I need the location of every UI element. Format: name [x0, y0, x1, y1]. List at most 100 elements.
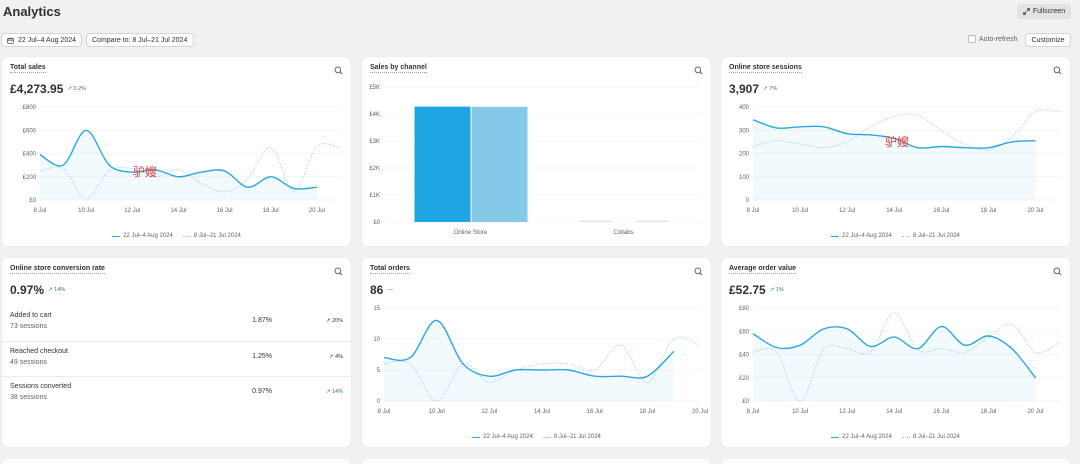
y-tick-label: 10: [373, 337, 380, 343]
auto-refresh-label: Auto-refresh: [979, 35, 1018, 43]
explore-icon[interactable]: [694, 66, 703, 75]
series-area: [40, 130, 317, 200]
funnel-label: Sessions converted: [10, 383, 72, 390]
solid-line-icon: [472, 436, 481, 438]
date-range-button[interactable]: 22 Jul–4 Aug 2024: [1, 33, 82, 47]
card-title[interactable]: Online store sessions: [729, 64, 802, 73]
metric-change-value: 14%: [54, 287, 66, 293]
legend-label: 8 Jul–21 Jul 2024: [912, 233, 960, 239]
total-orders-chart: 0 5 10 15 8 Jul 10 Jul 12 Jul 14 Jul 16 Jul 18 Ju…: [373, 306, 708, 415]
x-tick-label: 8 Jul: [34, 208, 47, 214]
dotted-line-icon: [901, 436, 910, 438]
explore-icon[interactable]: [334, 267, 343, 276]
fullscreen-button[interactable]: Fullscreen: [1017, 4, 1071, 19]
y-tick-label: 200: [739, 152, 750, 158]
total-sales-card[interactable]: Total sales £4,273.95 ↗ 0.2% £0 £200 £400 £…: [2, 57, 351, 246]
series-line-current: [383, 319, 675, 379]
y-tick-label: 300: [739, 128, 750, 134]
sales-by-channel-chart: £0 £1K £2K £3K £4K £5K Online Store Collabs: [369, 85, 700, 236]
fullscreen-label: Fullscreen: [1032, 8, 1066, 15]
metric-change: ↗ 0.2%: [67, 86, 87, 92]
sales-by-channel-card[interactable]: Sales by channel £0 £1K £2K £3K £4K £5K Online…: [362, 57, 711, 246]
series-area: [753, 119, 1036, 200]
funnel-change-value: 14%: [331, 389, 343, 395]
funnel-row: Added to cart 73 sessions 1.87% ↗ 20%: [2, 306, 351, 341]
next-card: [2, 459, 351, 464]
x-tick-label: 16 Jul: [933, 409, 949, 415]
online-store-sessions-chart: 0 100 200 300 400 8 Jul 10 Jul 12 Jul 14 Jul 16 J…: [739, 105, 1060, 214]
x-tick-label: 18 Jul: [263, 208, 279, 214]
x-tick-label: 8 Jul: [378, 409, 391, 415]
y-tick-label: £40: [739, 353, 750, 359]
date-range-label: 22 Jul–4 Aug 2024: [18, 36, 76, 44]
x-tick-label: 10 Jul: [792, 208, 808, 214]
compare-label: Compare to: 8 Jul–21 Jul 2024: [92, 36, 188, 44]
series-line-current: [39, 129, 317, 190]
average-order-value-chart: £0 £20 £40 £60 £80 8 Jul 10 Jul 12 Jul 14 Jul 16 …: [739, 306, 1060, 415]
card-title[interactable]: Total sales: [10, 64, 46, 73]
y-tick-label: 100: [739, 175, 750, 181]
chart-legend: 22 Jul–4 Aug 2024 8 Jul–21 Jul 2024: [2, 233, 351, 239]
compare-button[interactable]: Compare to: 8 Jul–21 Jul 2024: [86, 33, 194, 47]
y-tick-label: £1K: [369, 193, 380, 199]
conversion-rate-card[interactable]: Online store conversion rate 0.97% ↗ 14%…: [2, 258, 351, 447]
legend-item-previous: 8 Jul–21 Jul 2024: [542, 434, 601, 440]
dotted-line-icon: [542, 436, 551, 438]
online-store-sessions-card[interactable]: Online store sessions 3,907 ↗ 7% 0 100 200…: [721, 57, 1070, 246]
legend-item-previous: 8 Jul–21 Jul 2024: [182, 233, 241, 239]
legend-item-previous: 8 Jul–21 Jul 2024: [901, 434, 960, 440]
metric-number: £52.75: [729, 283, 766, 297]
legend-label: 8 Jul–21 Jul 2024: [553, 434, 601, 440]
customize-label: Customize: [1031, 36, 1065, 44]
y-tick-label: £200: [23, 175, 37, 181]
metric-value: 0.97% ↗ 14%: [10, 283, 65, 297]
x-tick-label: 16 Jul: [933, 208, 949, 214]
x-tick-label: 20 Jul: [1027, 409, 1043, 415]
x-tick-label: 16 Jul: [217, 208, 233, 214]
x-tick-label: 10 Jul: [78, 208, 94, 214]
metric-value: £52.75 ↗ 1%: [729, 283, 784, 297]
legend-label: 22 Jul–4 Aug 2024: [483, 434, 533, 440]
metric-change-value: 1%: [775, 287, 784, 293]
metric-value: 86 —: [370, 283, 393, 297]
funnel-change: ↗ 14%: [325, 389, 343, 395]
x-tick-label: 12 Jul: [839, 208, 855, 214]
total-orders-card[interactable]: Total orders 86 — 0 5 10 15 8 Jul 10 Jul 12 Ju…: [362, 258, 711, 447]
series-line-previous: [39, 143, 341, 200]
legend-item-current: 22 Jul–4 Aug 2024: [831, 233, 892, 239]
explore-icon[interactable]: [1053, 267, 1062, 276]
x-tick-label: 14 Jul: [886, 409, 902, 415]
x-tick-label: 20 Jul: [309, 208, 325, 214]
y-tick-label: 5: [377, 368, 381, 374]
average-order-value-card[interactable]: Average order value £52.75 ↗ 1% £0 £20 £40…: [721, 258, 1070, 447]
funnel-change: ↗ 20%: [325, 318, 343, 324]
card-title[interactable]: Sales by channel: [370, 64, 427, 73]
card-title[interactable]: Online store conversion rate: [10, 265, 105, 274]
legend-label: 8 Jul–21 Jul 2024: [193, 233, 241, 239]
metric-change: ↗ 7%: [763, 86, 778, 92]
auto-refresh-checkbox[interactable]: [968, 35, 976, 43]
series-line-current: [752, 325, 1037, 379]
y-tick-label: 0: [377, 399, 381, 405]
funnel-label: Added to cart: [10, 312, 52, 319]
x-tick-label: 18 Jul: [639, 409, 655, 415]
card-title[interactable]: Total orders: [370, 265, 410, 274]
legend-label: 22 Jul–4 Aug 2024: [842, 233, 892, 239]
auto-refresh-toggle[interactable]: Auto-refresh: [968, 35, 1018, 43]
explore-icon[interactable]: [694, 267, 703, 276]
explore-icon[interactable]: [1053, 66, 1062, 75]
x-tick-label: Online Store: [454, 230, 488, 236]
y-tick-label: £800: [23, 105, 37, 111]
y-tick-label: £5K: [369, 85, 380, 91]
watermark: 驴嫂: [133, 165, 158, 179]
total-sales-chart: £0 £200 £400 £600 £800 8 Jul 10 Jul 12 Jul 14 Ju…: [23, 105, 341, 214]
page-title: Analytics: [3, 4, 61, 19]
customize-button[interactable]: Customize: [1025, 33, 1071, 47]
x-tick-label: 12 Jul: [481, 409, 497, 415]
card-title[interactable]: Average order value: [729, 265, 797, 274]
series-line-previous: [383, 336, 701, 402]
series-line-previous: [752, 312, 1060, 402]
explore-icon[interactable]: [334, 66, 343, 75]
dotted-line-icon: [901, 235, 910, 237]
solid-line-icon: [831, 436, 840, 438]
